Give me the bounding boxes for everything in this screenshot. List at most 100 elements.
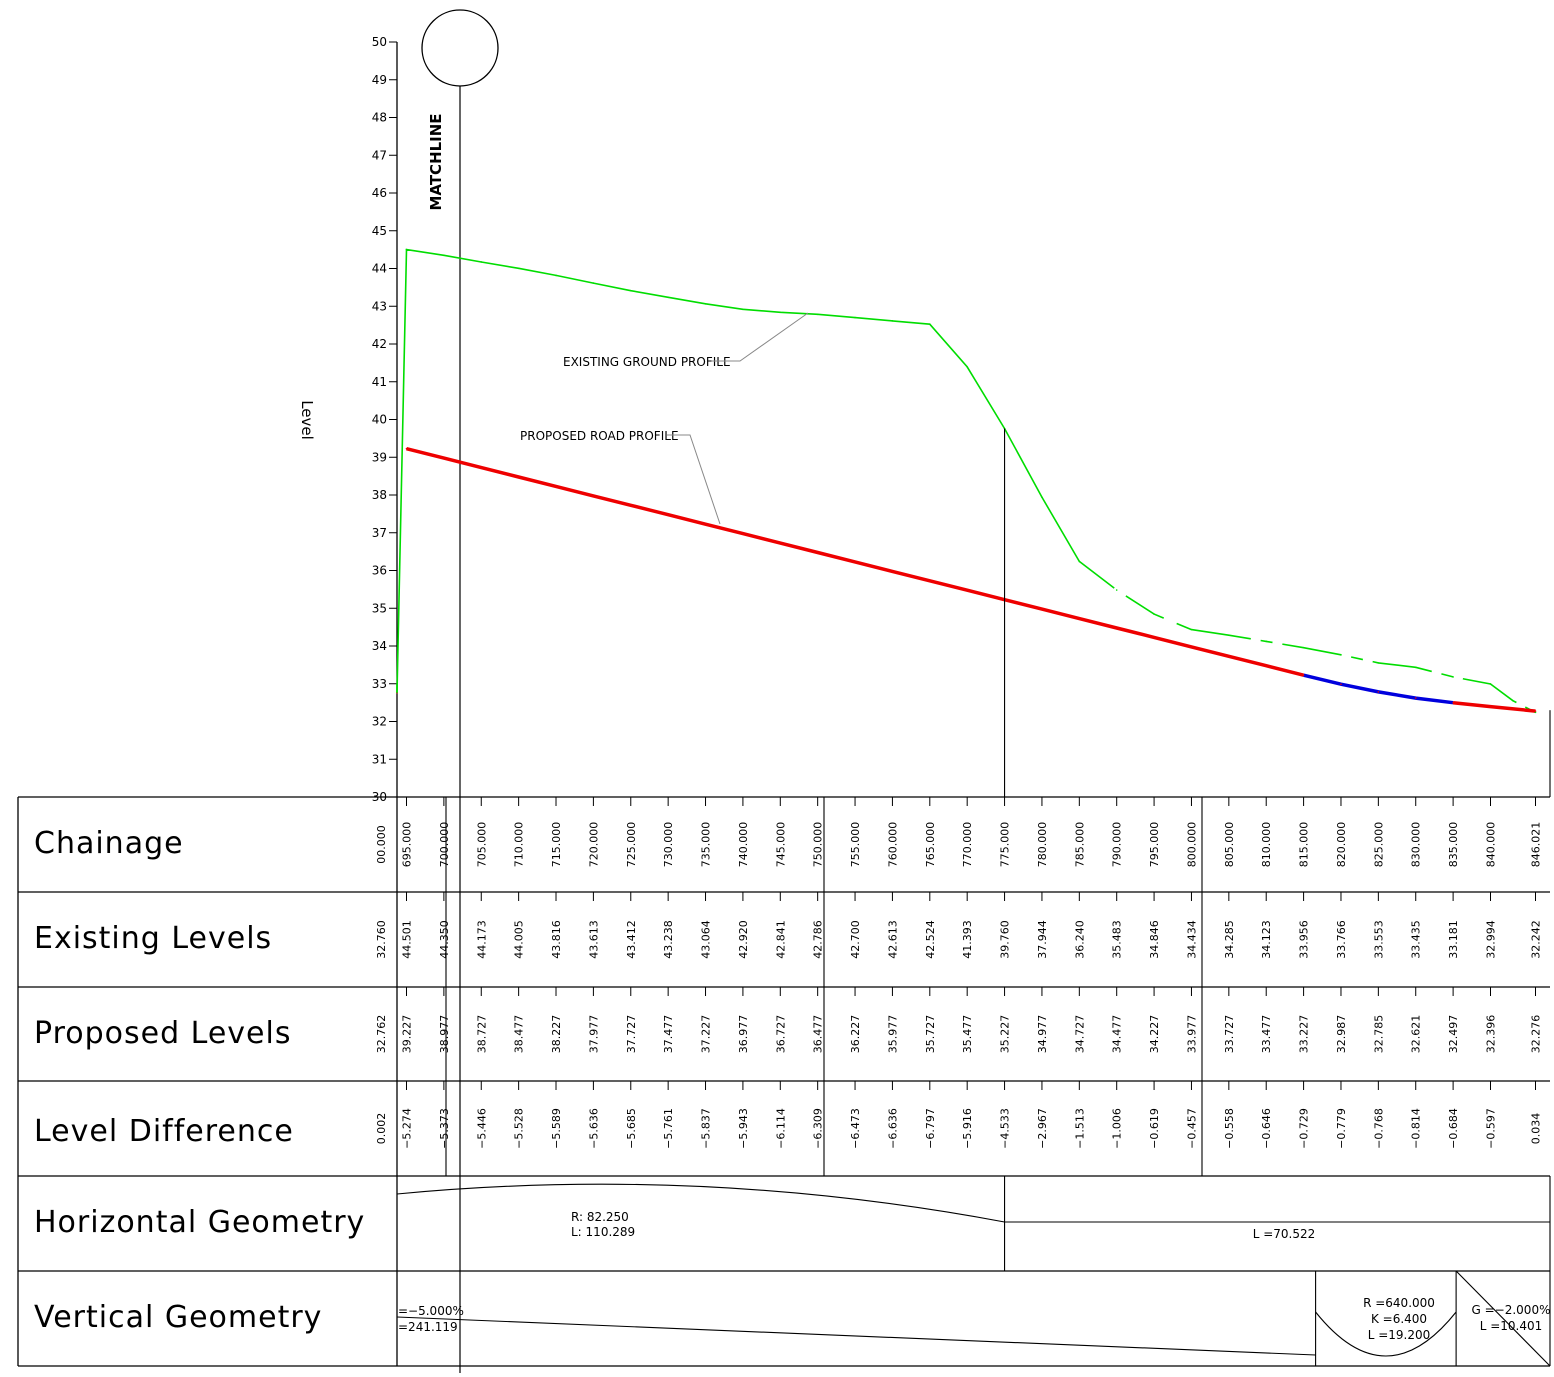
cell-value: 35.227 — [999, 1015, 1012, 1054]
existing-point — [1041, 496, 1043, 498]
geometry-rows: R: 82.250 L: 110.289 L =70.522 =−5.000% … — [396, 1176, 1551, 1367]
row-label: Vertical Geometry — [34, 1300, 322, 1335]
cell-value: 33.766 — [1335, 920, 1348, 959]
cell-value: −6.309 — [812, 1108, 825, 1149]
existing-point — [1534, 711, 1537, 714]
proposed-point — [555, 485, 557, 488]
existing-point — [779, 311, 782, 314]
proposed-point — [443, 457, 445, 459]
existing-point — [517, 267, 520, 270]
existing-ground-line-tail — [1191, 628, 1536, 714]
proposed-point — [891, 570, 894, 573]
cell-value: −5.274 — [401, 1108, 414, 1149]
cell-value: 37.477 — [662, 1015, 675, 1054]
cell-value: 35.977 — [886, 1015, 899, 1054]
existing-point — [592, 282, 595, 284]
cell-value: 835.000 — [1447, 822, 1460, 868]
existing-ground-line — [396, 248, 1080, 693]
cell-value: 795.000 — [1148, 822, 1161, 868]
proposed-point — [1228, 655, 1230, 658]
hgeom-r: R: 82.250 — [571, 1210, 629, 1224]
cell-value: −0.779 — [1335, 1108, 1348, 1149]
cell-value: 725.000 — [625, 822, 638, 868]
proposed-point — [704, 523, 707, 525]
cell-value: −6.797 — [924, 1108, 937, 1149]
cell-value: 33.477 — [1260, 1015, 1273, 1054]
cell-value: −0.619 — [1148, 1108, 1161, 1149]
cell-value: 42.700 — [849, 920, 862, 959]
cell-value: 38.977 — [438, 1015, 451, 1054]
y-tick-label: 36 — [372, 564, 387, 578]
proposed-road-line-end — [1452, 700, 1536, 713]
cell-value: −1.513 — [1073, 1108, 1086, 1149]
cell-value: 830.000 — [1410, 822, 1423, 868]
cell-value: 785.000 — [1073, 822, 1086, 868]
cell-value: −0.597 — [1485, 1108, 1498, 1149]
proposed-point — [592, 495, 595, 497]
cell-value: 0.002 — [375, 1113, 388, 1145]
cell-value: 33.553 — [1372, 920, 1385, 959]
proposed-point — [667, 513, 669, 516]
cell-value: 37.977 — [587, 1015, 600, 1054]
cell-value: 41.393 — [961, 920, 974, 959]
y-tick-label: 32 — [372, 715, 387, 729]
cell-value: 700.000 — [438, 822, 451, 868]
cell-value: 44.005 — [513, 920, 526, 959]
existing-point — [405, 248, 408, 251]
existing-point — [816, 313, 819, 316]
cell-value: 775.000 — [999, 822, 1012, 868]
proposed-point — [405, 447, 408, 450]
cell-value: −0.646 — [1260, 1108, 1273, 1149]
existing-point — [480, 261, 483, 263]
vgeom-grade-line — [396, 1316, 1316, 1356]
existing-point — [555, 274, 557, 277]
cell-value: 35.477 — [961, 1015, 974, 1054]
existing-point — [667, 296, 669, 299]
cell-value: 44.173 — [475, 920, 488, 959]
existing-point — [443, 254, 445, 257]
cell-value: −0.558 — [1223, 1108, 1236, 1149]
cell-value: 765.000 — [924, 822, 937, 868]
matchline-label: MATCHLINE — [427, 113, 445, 210]
cell-value: −5.528 — [513, 1108, 526, 1149]
cell-value: 37.227 — [700, 1015, 713, 1054]
cell-value: 35.483 — [1111, 920, 1124, 959]
cell-value: 44.501 — [401, 920, 414, 959]
vgeom-vc-r: R =640.000 — [1363, 1296, 1435, 1310]
cell-value: 43.238 — [662, 920, 675, 959]
cell-value: −2.967 — [1036, 1108, 1049, 1149]
proposed-point — [1377, 691, 1380, 693]
cell-value: −5.589 — [550, 1108, 563, 1149]
proposed-point — [1489, 705, 1492, 708]
vgeom-grade-g: =−5.000% — [398, 1304, 464, 1318]
cell-value: 770.000 — [961, 822, 974, 868]
y-tick-label: 34 — [372, 639, 387, 653]
cell-value: 32.994 — [1485, 920, 1498, 959]
cell-value: 33.435 — [1410, 920, 1423, 959]
proposed-point — [779, 542, 782, 544]
cell-value: 805.000 — [1223, 822, 1236, 868]
proposed-point — [1115, 627, 1118, 629]
y-tick-label: 49 — [372, 73, 387, 87]
cell-value: 32.785 — [1372, 1015, 1385, 1054]
proposed-point — [1190, 646, 1193, 648]
cell-value: 33.956 — [1298, 920, 1311, 959]
proposed-point — [1414, 697, 1417, 699]
existing-point — [1265, 640, 1268, 643]
cell-value: 846.021 — [1530, 822, 1543, 868]
row-label: Level Difference — [34, 1114, 294, 1149]
proposed-leader — [667, 434, 721, 525]
cell-value: 39.760 — [999, 920, 1012, 959]
cell-value: 43.412 — [625, 920, 638, 959]
cell-value: 33.727 — [1223, 1015, 1236, 1054]
y-tick-label: 35 — [372, 601, 387, 615]
cell-value: −1.006 — [1111, 1108, 1124, 1149]
y-tick-label: 41 — [372, 375, 387, 389]
cell-value: 34.227 — [1148, 1015, 1161, 1054]
proposed-point — [966, 589, 968, 592]
cell-value: −5.837 — [700, 1108, 713, 1149]
y-tick-label: 40 — [372, 413, 387, 427]
y-tick-label: 37 — [372, 526, 387, 540]
proposed-point — [480, 466, 483, 469]
